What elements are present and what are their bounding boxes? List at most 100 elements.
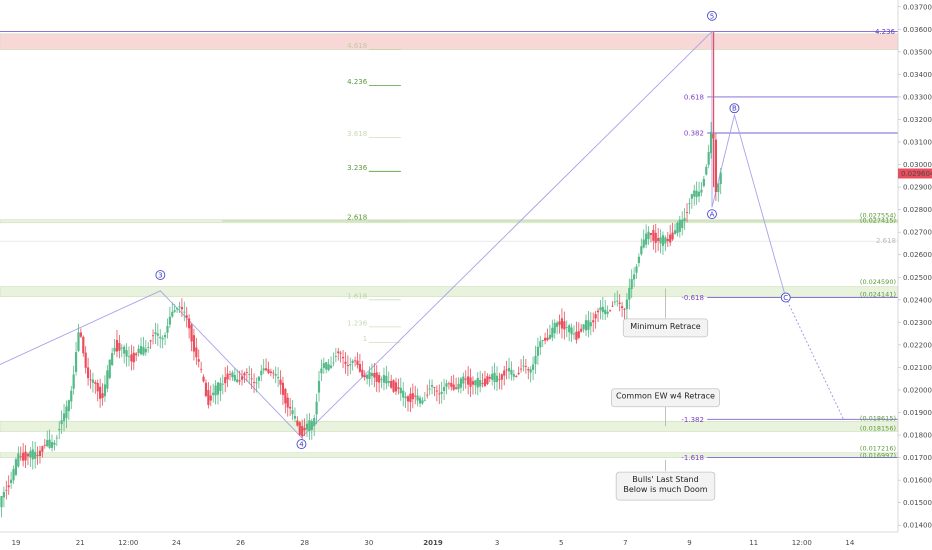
candle-body: [625, 299, 628, 310]
candle-body: [96, 383, 99, 392]
zone-band-4: [0, 452, 899, 458]
candle-body: [281, 382, 285, 395]
candle-body: [22, 452, 25, 461]
candle-body: [349, 364, 352, 366]
wave-circle-C: [780, 292, 791, 303]
candle-body: [685, 212, 689, 213]
candle-body: [327, 364, 330, 371]
candle-body: [536, 346, 539, 356]
candle-body: [531, 364, 535, 370]
x-tick-label-1: 21: [76, 539, 85, 547]
fib-ext-label-5: 1.618: [347, 292, 367, 300]
candle-body: [616, 300, 619, 302]
candle-body: [390, 380, 393, 388]
candle-body: [430, 385, 434, 387]
candle-body: [188, 318, 191, 329]
candle-body: [31, 449, 34, 460]
candle-body: [604, 309, 607, 315]
candle-body: [173, 310, 176, 312]
candle-body: [298, 422, 301, 436]
candle-body: [688, 203, 691, 205]
candle-body: [433, 387, 436, 388]
current-price-label: 0.029604: [901, 170, 932, 178]
candle-body: [125, 350, 128, 357]
candle-body: [370, 372, 374, 377]
candle-body: [7, 485, 10, 488]
candle-body: [409, 393, 412, 403]
candle-body: [399, 387, 402, 394]
candle-body: [118, 342, 121, 351]
candle-body: [48, 439, 51, 448]
wave-label-B: B: [732, 105, 737, 113]
candle-body: [55, 437, 58, 439]
fib-ext-label-3: 3.236: [347, 164, 368, 172]
candle-body: [192, 335, 196, 352]
candle-body: [620, 306, 624, 309]
wave-label-3: 3: [158, 272, 162, 280]
minimum-retrace-callout-text-0: Minimum Retrace: [630, 322, 700, 331]
fib-retrace-label-1: 0.618: [684, 93, 704, 101]
zone-price-label-2: (0.024590): [860, 278, 896, 286]
candle-body: [190, 324, 193, 342]
candle-body: [700, 189, 703, 193]
candle-body: [289, 406, 292, 409]
candle-body: [368, 372, 371, 379]
candle-body: [245, 372, 248, 373]
candle-body: [714, 139, 717, 192]
candle-body: [455, 387, 458, 389]
candle-body: [154, 332, 157, 335]
common-ew-w4-callout-text-0: Common EW w4 Retrace: [616, 392, 715, 401]
candle-body: [269, 371, 272, 373]
candle-body: [406, 396, 410, 402]
wave-circle-A: [707, 209, 717, 220]
candle-body: [36, 455, 39, 456]
candle-body: [613, 301, 616, 303]
candle-body: [34, 451, 37, 459]
candle-body: [332, 362, 335, 364]
candle-body: [476, 377, 479, 388]
x-tick-label-3: 24: [172, 539, 181, 547]
candle-body: [10, 479, 13, 484]
x-tick-label-11: 9: [687, 539, 691, 547]
candle-body: [491, 373, 494, 380]
candle-body: [719, 172, 722, 184]
candle-body: [678, 219, 681, 232]
candle-body: [649, 233, 653, 235]
candle-body: [411, 393, 414, 400]
candle-body: [115, 339, 119, 352]
candle-body: [628, 288, 631, 300]
candle-body: [709, 131, 713, 154]
candle-body: [666, 238, 669, 242]
candle-body: [24, 451, 27, 461]
candle-body: [404, 396, 407, 399]
candle-body: [224, 377, 227, 384]
candle-body: [623, 309, 626, 310]
candle-body: [178, 306, 181, 308]
candle-body: [329, 365, 333, 368]
candle-body: [72, 374, 75, 389]
candle-body: [94, 382, 97, 384]
candle-body: [212, 392, 215, 395]
candle-body: [260, 370, 263, 376]
candle-body: [305, 423, 309, 430]
x-tick-label-5: 28: [300, 539, 309, 547]
candle-body: [12, 469, 15, 481]
candle-body: [252, 382, 256, 383]
candle-body: [149, 340, 152, 342]
candle-body: [103, 384, 107, 397]
candle-body: [519, 368, 523, 370]
fib-retrace-label-5: -1.618: [681, 454, 704, 462]
candle-body: [29, 451, 32, 458]
candle-body: [257, 376, 260, 381]
candle-body: [163, 334, 167, 338]
zone-price-label-3: (0.024141): [860, 290, 896, 298]
candle-body: [551, 327, 554, 338]
candle-body: [255, 382, 258, 384]
candle-body: [464, 378, 467, 380]
candle-body: [315, 401, 318, 415]
